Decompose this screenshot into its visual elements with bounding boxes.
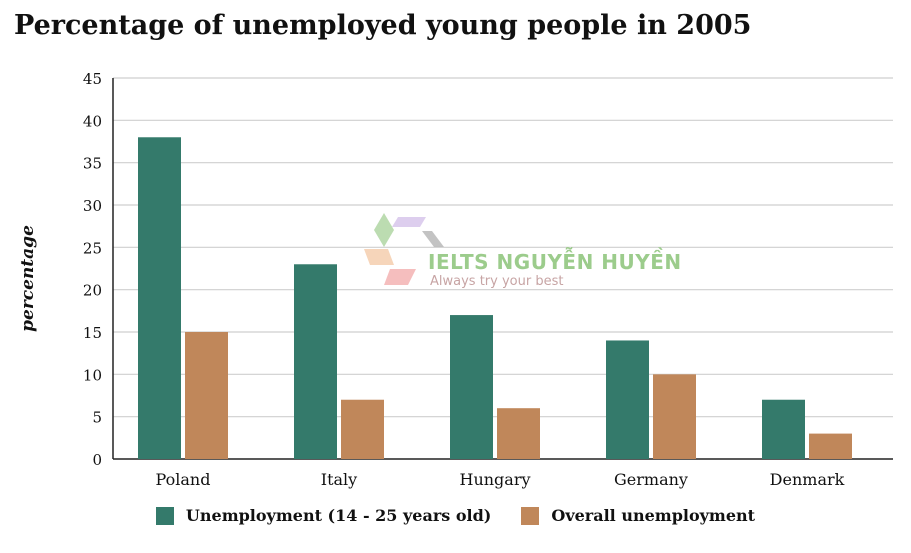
legend: Unemployment (14 - 25 years old) Overall… [0, 506, 911, 525]
x-category-label: Italy [321, 470, 357, 489]
bar-poland-overall [185, 332, 228, 459]
bar-denmark-youth [762, 399, 805, 459]
bar-germany-youth [606, 340, 649, 459]
watermark-icon [364, 213, 444, 285]
y-tick-label: 45 [83, 70, 102, 88]
y-tick-label: 25 [83, 239, 102, 257]
y-tick-label: 5 [92, 409, 102, 427]
y-tick-label: 15 [83, 324, 102, 342]
x-category-label: Poland [156, 470, 211, 489]
y-tick-label: 10 [83, 366, 102, 384]
y-tick-label: 40 [83, 112, 102, 130]
legend-swatch-overall [521, 506, 540, 525]
y-tick-label: 35 [83, 155, 102, 173]
legend-label-overall: Overall unemployment [551, 506, 756, 525]
watermark-logo [360, 205, 460, 299]
legend-item-youth: Unemployment (14 - 25 years old) [155, 506, 492, 525]
y-tick-label: 30 [83, 197, 102, 215]
legend-swatch-youth [155, 506, 174, 525]
bar-hungary-youth [450, 315, 493, 459]
legend-item-overall: Overall unemployment [521, 506, 755, 525]
bar-germany-overall [653, 374, 696, 459]
bar-poland-youth [138, 137, 181, 459]
watermark-brand: IELTS NGUYỄN HUYỀN [428, 250, 682, 274]
legend-label-youth: Unemployment (14 - 25 years old) [185, 506, 492, 525]
bar-italy-overall [341, 399, 384, 459]
y-tick-label: 0 [92, 451, 102, 469]
x-category-label: Germany [614, 470, 688, 489]
x-category-label: Hungary [459, 470, 530, 489]
watermark-tagline: Always try your best [430, 274, 564, 289]
bar-hungary-overall [497, 408, 540, 459]
y-axis-label: percentage [18, 225, 38, 332]
bar-italy-youth [294, 264, 337, 459]
x-category-label: Denmark [770, 470, 845, 489]
chart-title: Percentage of unemployed young people in… [14, 10, 752, 41]
y-tick-label: 20 [83, 282, 102, 300]
bar-denmark-overall [809, 433, 852, 459]
